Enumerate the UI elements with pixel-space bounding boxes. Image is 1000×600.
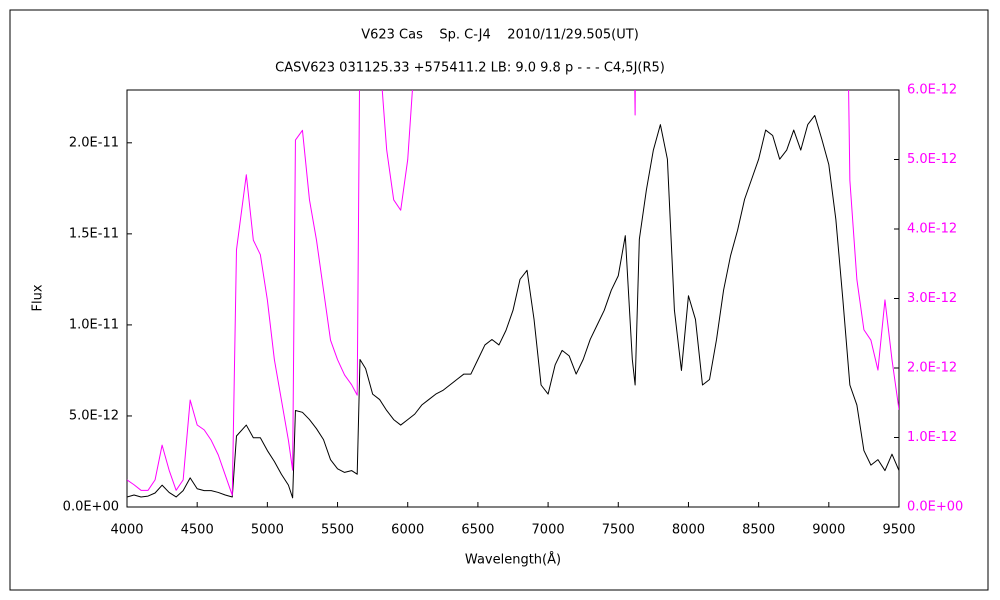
- x-tick-label: 6500: [461, 523, 494, 538]
- y-tick-label: 1.5E-11: [69, 226, 119, 241]
- x-tick-label: 4000: [110, 523, 143, 538]
- x-tick-label: 4500: [181, 523, 214, 538]
- y2-tick-label: 0.0E+00: [907, 500, 963, 515]
- x-tick-label: 5500: [321, 523, 354, 538]
- x-axis-label: Wavelength(Å): [465, 552, 561, 568]
- y-tick-label: 1.0E-11: [69, 317, 119, 332]
- y-tick-label: 0.0E+00: [63, 500, 119, 515]
- y2-tick-label: 2.0E-12: [907, 361, 957, 376]
- plot-lines: [127, 90, 899, 499]
- x-tick-label: 7500: [602, 523, 635, 538]
- x-tick-label: 8000: [672, 523, 705, 538]
- spectrum-line: [127, 90, 899, 496]
- x-tick-label: 7000: [532, 523, 565, 538]
- chart-subtitle: CASV623 031125.33 +575411.2 LB: 9.0 9.8 …: [275, 61, 665, 76]
- y-tick-label: 5.0E-12: [69, 408, 119, 423]
- chart-title: V623 Cas Sp. C-J4 2010/11/29.505(UT): [361, 28, 639, 43]
- y-tick-label: 2.0E-11: [69, 135, 119, 150]
- x-tick-label: 9000: [812, 523, 845, 538]
- x-tick-label: 9500: [882, 523, 915, 538]
- y2-tick-label: 4.0E-12: [907, 222, 957, 237]
- x-tick-label: 8500: [742, 523, 775, 538]
- frame: [9, 9, 989, 591]
- y2-tick-label: 5.0E-12: [907, 152, 957, 167]
- y2-tick-label: 1.0E-12: [907, 430, 957, 445]
- y2-tick-label: 3.0E-12: [907, 291, 957, 306]
- x-tick-label: 5000: [251, 523, 284, 538]
- spectrum-line: [127, 114, 899, 499]
- x-tick-label: 6000: [391, 523, 424, 538]
- y2-tick-label: 6.0E-12: [907, 83, 957, 98]
- y-axis-label: Flux: [31, 284, 46, 311]
